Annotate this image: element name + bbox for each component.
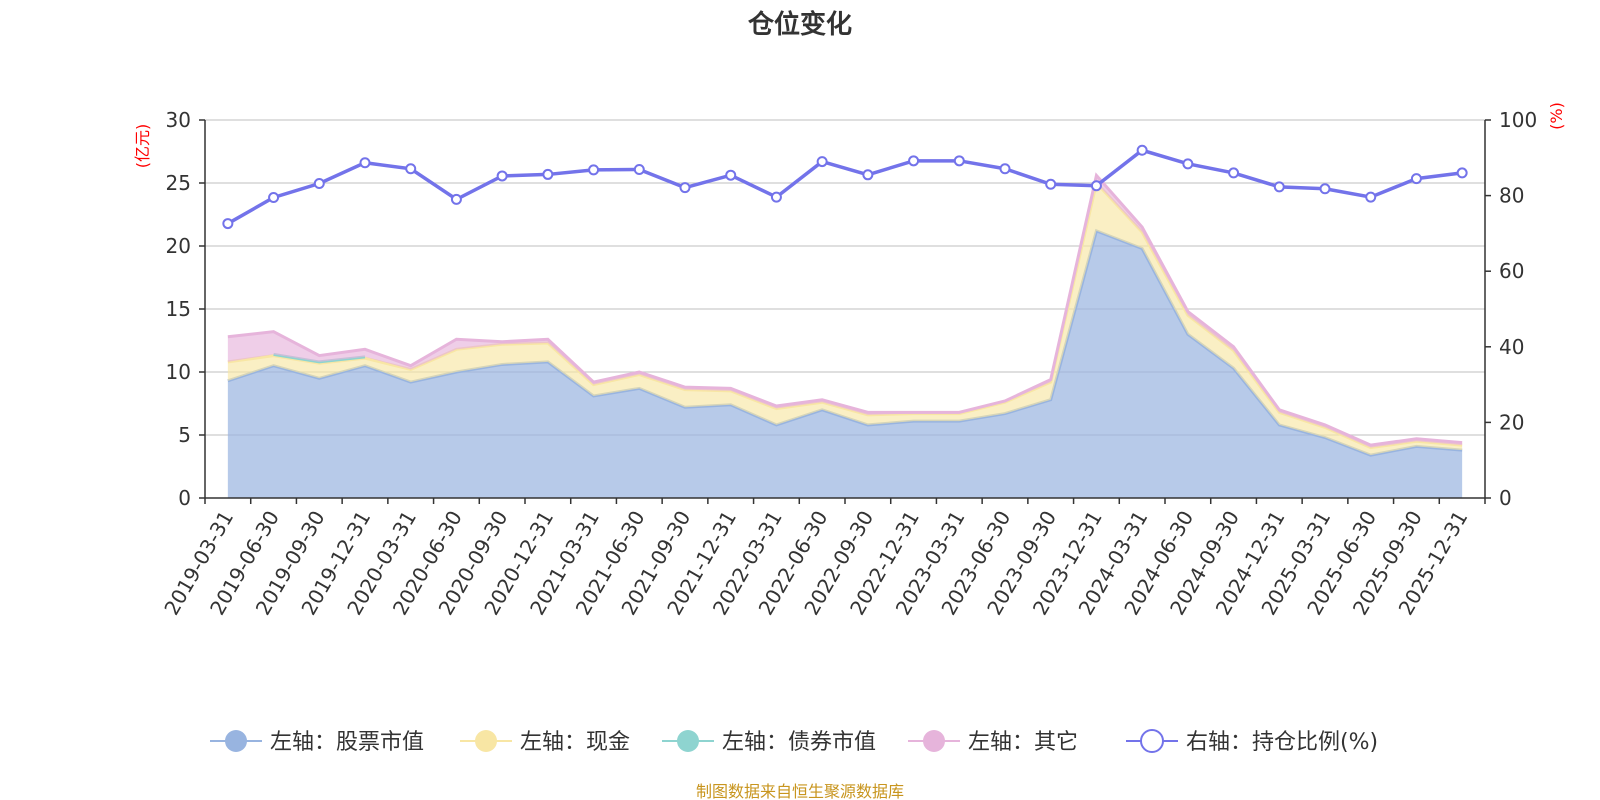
right-tick-label: 100 (1499, 108, 1537, 132)
legend-bond-icon (677, 730, 699, 752)
other-area-edge (227, 172, 1463, 447)
legend-label: 右轴：持仓比例(%) (1186, 730, 1378, 755)
right-tick-label: 80 (1499, 184, 1524, 208)
ratio-point (405, 163, 417, 175)
legend-label: 左轴：现金 (520, 730, 630, 755)
ratio-point (725, 169, 737, 181)
legend-ratio-icon (1140, 729, 1164, 753)
ratio-point (679, 182, 691, 194)
left-tick-label: 10 (166, 360, 191, 384)
legend-item-bond[interactable]: 左轴：债券市值 (662, 730, 876, 755)
right-tick-label: 60 (1499, 259, 1524, 283)
ratio-point (450, 193, 462, 205)
ratio-point (953, 155, 965, 167)
legend-item-ratio[interactable]: 右轴：持仓比例(%) (1126, 729, 1378, 755)
ratio-line (222, 144, 1468, 230)
ratio-point (1090, 180, 1102, 192)
ratio-point (862, 169, 874, 181)
ratio-point (770, 191, 782, 203)
ratio-line-path (226, 148, 1463, 226)
ratio-point (1273, 181, 1285, 193)
ratio-point (1228, 167, 1240, 179)
legend-item-cash[interactable]: 左轴：现金 (460, 730, 630, 755)
left-tick-label: 25 (166, 171, 191, 195)
ratio-point (1045, 178, 1057, 190)
right-tick-label: 40 (1499, 335, 1524, 359)
legend-label: 左轴：股票市值 (270, 730, 424, 755)
legend-cash-icon (475, 730, 497, 752)
left-tick-label: 15 (166, 297, 191, 321)
right-tick-label: 20 (1499, 410, 1524, 434)
ratio-point (1182, 158, 1194, 170)
ratio-point (1136, 144, 1148, 156)
ratio-point (999, 163, 1011, 175)
left-axis-unit: (亿元) (133, 124, 152, 169)
ratio-point (542, 168, 554, 180)
right-tick-label: 0 (1499, 486, 1512, 510)
legend-stock-icon (225, 730, 247, 752)
ratio-point (1456, 167, 1468, 179)
ratio-point (496, 170, 508, 182)
stock-area (227, 230, 1463, 498)
data-source-note: 制图数据来自恒生聚源数据库 (696, 782, 904, 800)
ratio-point (1365, 191, 1377, 203)
left-tick-label: 20 (166, 234, 191, 258)
ratio-point (1319, 183, 1331, 195)
left-tick-label: 30 (166, 108, 191, 132)
legend-other-icon (923, 730, 945, 752)
stacked-areas (227, 172, 1463, 498)
legend-label: 左轴：债券市值 (722, 730, 876, 755)
left-tick-label: 5 (178, 423, 191, 447)
ratio-point (313, 178, 325, 190)
ratio-point (359, 157, 371, 169)
right-axis-unit: (%) (1547, 102, 1566, 130)
left-tick-label: 0 (178, 486, 191, 510)
legend-label: 左轴：其它 (968, 730, 1078, 755)
legend-item-other[interactable]: 左轴：其它 (908, 730, 1078, 755)
ratio-point (633, 164, 645, 176)
ratio-point (588, 164, 600, 176)
ratio-point (222, 218, 234, 230)
ratio-point (268, 191, 280, 203)
ratio-point (1410, 173, 1422, 185)
legend: 左轴：股票市值 左轴：现金 左轴：债券市值 左轴：其它 右轴：持仓比例(%) (210, 729, 1378, 755)
ratio-point (908, 155, 920, 167)
chart-title: 仓位变化 (747, 9, 852, 40)
legend-item-stock[interactable]: 左轴：股票市值 (210, 730, 424, 755)
ratio-point (816, 156, 828, 168)
